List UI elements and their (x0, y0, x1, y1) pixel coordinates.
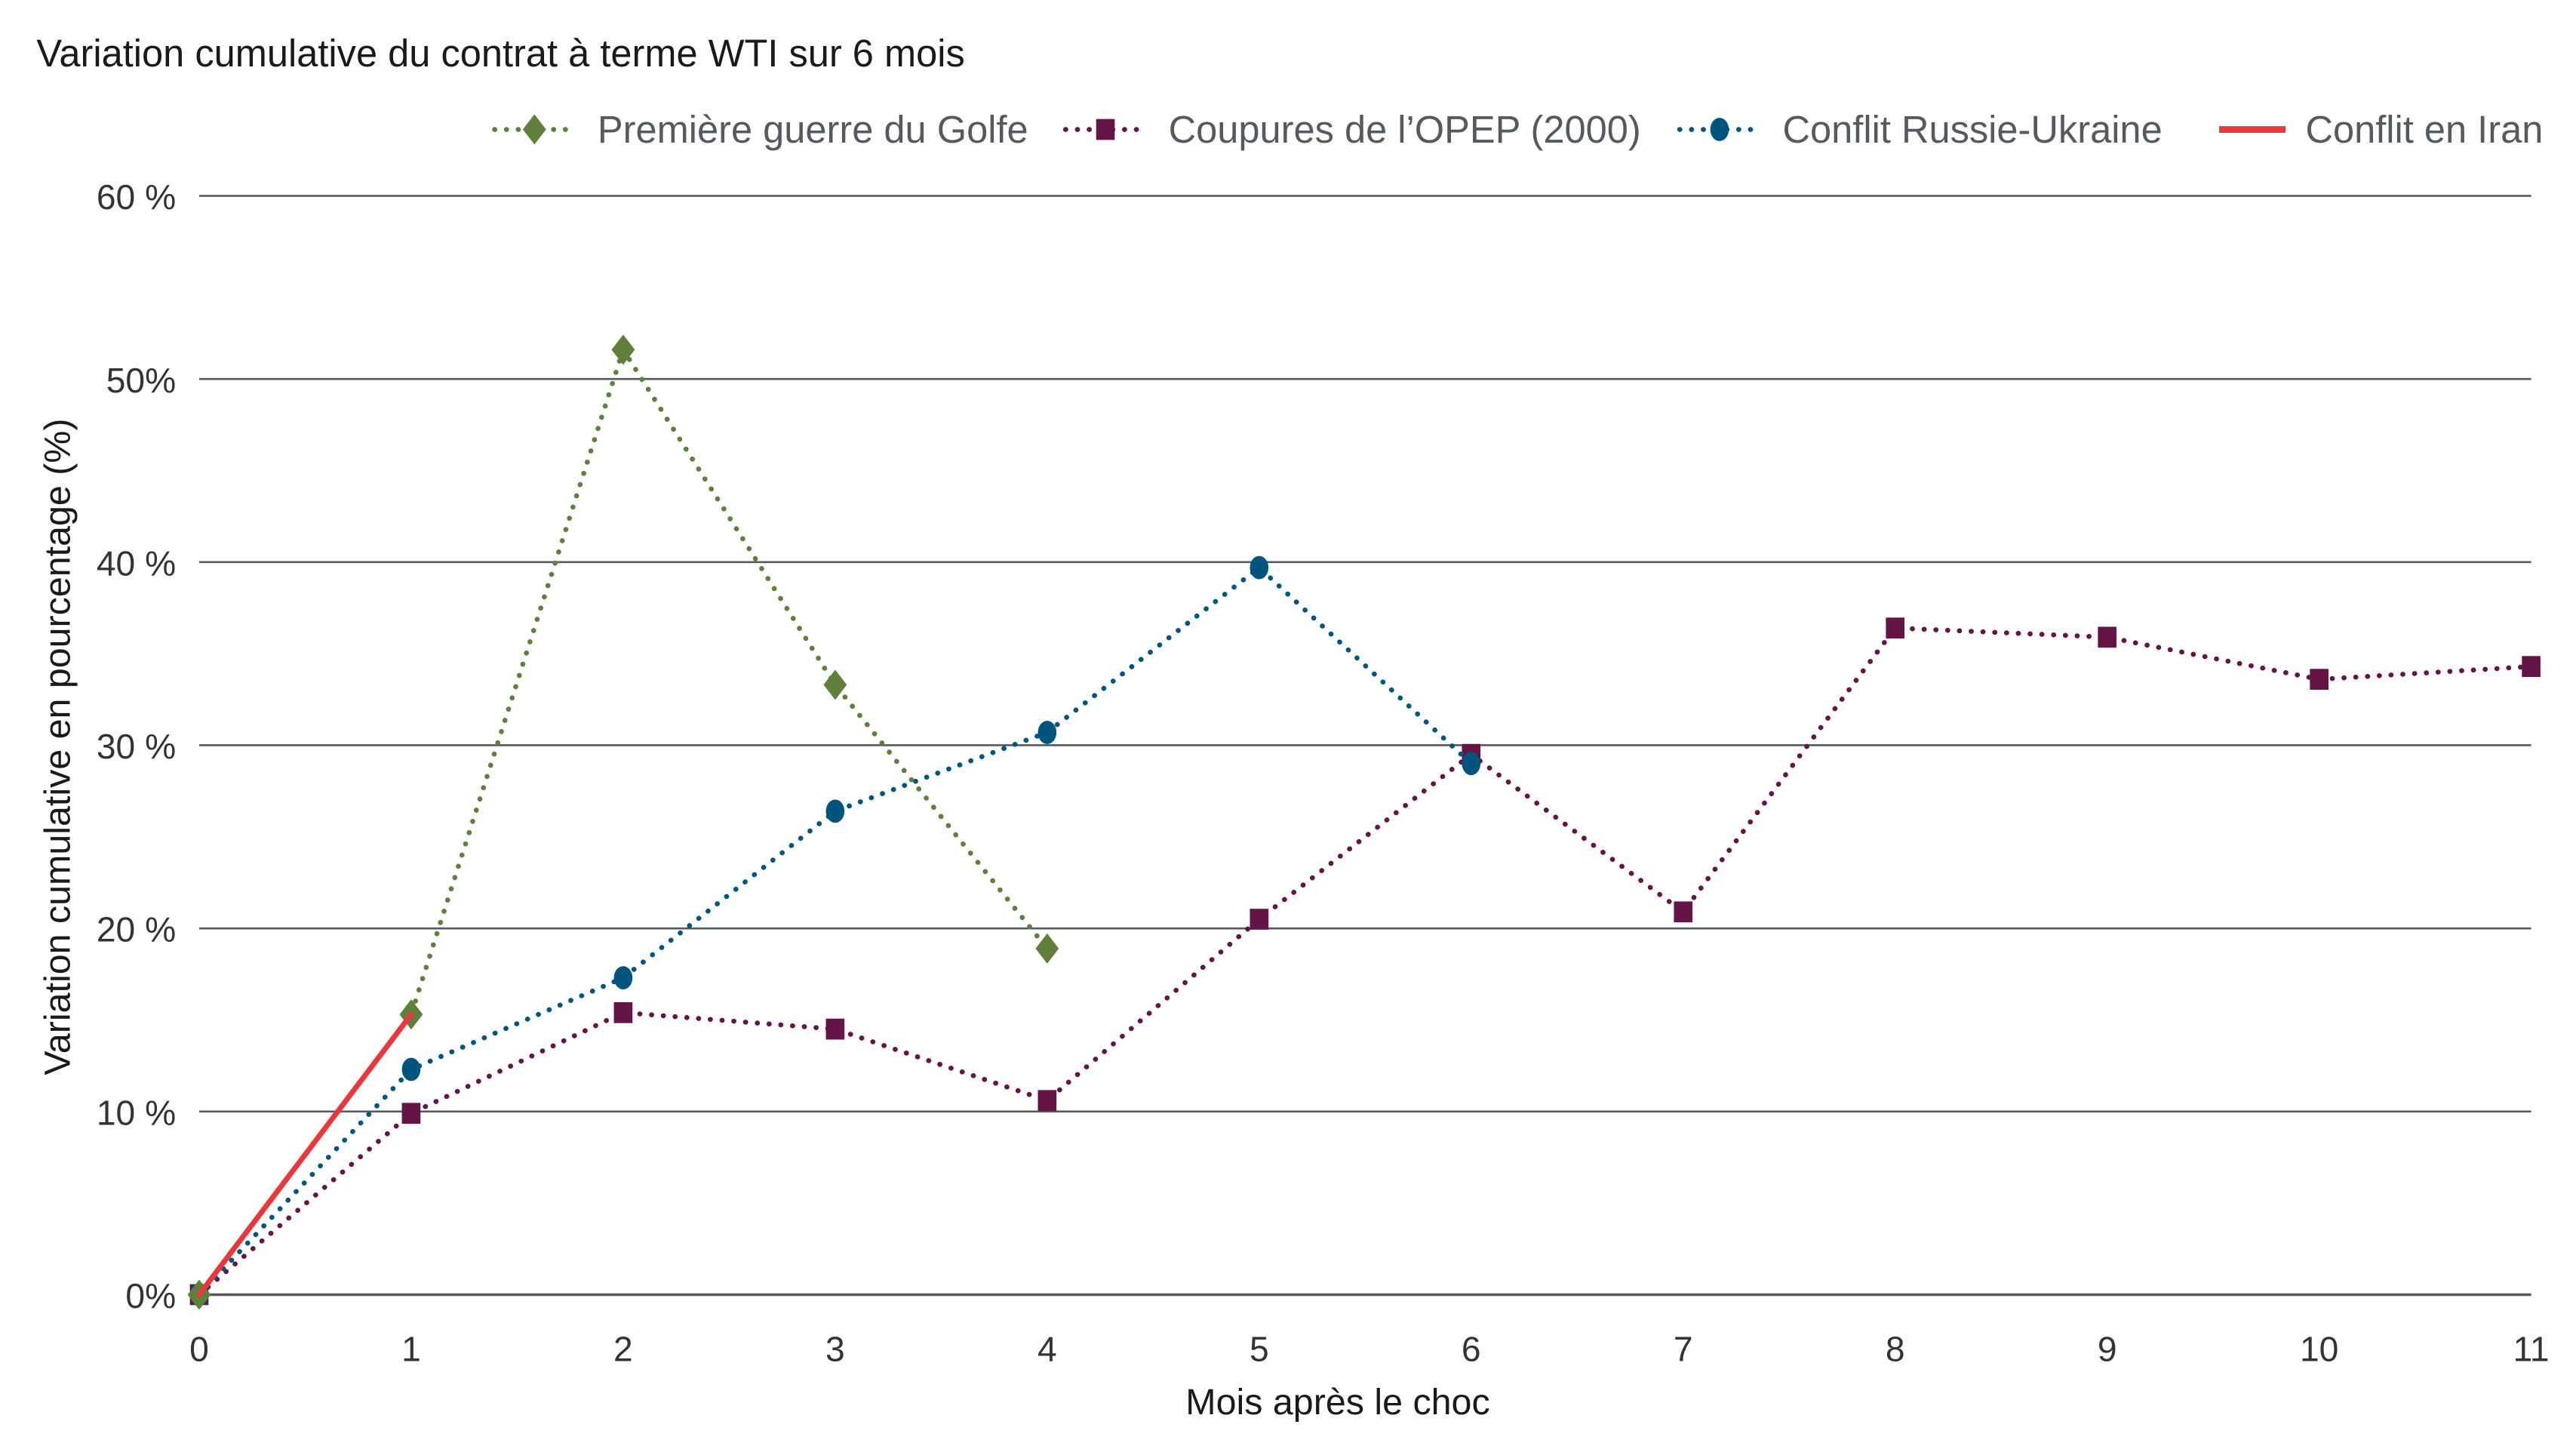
data-point (1250, 909, 1269, 930)
data-point (2310, 669, 2329, 690)
y-tick-label: 50% (106, 361, 176, 400)
y-tick-label: 0% (125, 1276, 176, 1315)
series-line (196, 1011, 414, 1297)
x-tick-label: 3 (825, 1329, 845, 1368)
legend-label: Conflit Russie-Ukraine (1783, 108, 2163, 151)
y-tick-label: 60 % (97, 177, 176, 217)
series-line (196, 343, 1050, 1297)
legend-label: Conflit en Iran (2305, 108, 2543, 151)
data-point (1035, 933, 1059, 964)
data-point (613, 966, 633, 990)
data-point (1462, 752, 1481, 776)
legend-marker (1710, 118, 1729, 141)
data-point (2098, 626, 2116, 648)
legend-item: Première guerre du Golfe (492, 108, 1028, 151)
y-tick-label: 20 % (97, 910, 176, 949)
data-point (613, 1001, 633, 1023)
legend-label: Coupures de l’OPEP (2000) (1169, 108, 1641, 151)
legend-label: Première guerre du Golfe (598, 108, 1028, 151)
series-group (187, 334, 2541, 1310)
x-tick-label: 5 (1250, 1329, 1269, 1368)
y-axis-ticks: 0% 10 % 20 % 30 % 40 % 50% 60 % (97, 177, 176, 1315)
series-0 (187, 334, 1059, 1310)
data-point (401, 1103, 421, 1124)
x-tick-label: 8 (1886, 1329, 1905, 1368)
data-point (1886, 617, 1905, 639)
series-3 (196, 1011, 414, 1297)
x-tick-label: 10 (2300, 1329, 2338, 1368)
gridlines (198, 195, 2531, 1297)
x-tick-label: 0 (189, 1329, 209, 1368)
legend-item: Coupures de l’OPEP (2000) (1062, 108, 1641, 151)
data-point (1674, 901, 1693, 923)
x-tick-label: 2 (613, 1329, 633, 1368)
legend-marker (522, 114, 546, 145)
legend-marker (1096, 118, 1115, 140)
x-tick-label: 4 (1037, 1329, 1057, 1368)
y-tick-label: 10 % (97, 1093, 176, 1132)
data-point (823, 669, 847, 700)
y-tick-label: 40 % (97, 543, 176, 583)
chart-title: Variation cumulative du contrat à terme … (36, 32, 964, 75)
x-axis-ticks: 0 1 2 3 4 5 6 7 8 9 10 11 (189, 1329, 2549, 1368)
x-tick-label: 9 (2098, 1329, 2117, 1368)
legend: Première guerre du Golfe Coupures de l’OP… (492, 108, 2543, 151)
data-point (1037, 721, 1057, 744)
legend-item: Conflit Russie-Ukraine (1677, 108, 2163, 151)
y-axis-label: Variation cumulative en pourcentage (%) (37, 419, 78, 1075)
x-tick-label: 11 (2513, 1329, 2550, 1368)
data-point (2522, 656, 2541, 678)
data-point (611, 334, 635, 365)
series-1 (189, 617, 2541, 1306)
data-point (825, 1018, 845, 1040)
data-point (825, 799, 845, 823)
legend-item: Conflit en Iran (2219, 108, 2543, 151)
x-tick-label: 6 (1462, 1329, 1481, 1368)
x-tick-label: 1 (401, 1329, 421, 1368)
data-point (1250, 555, 1269, 580)
data-point (401, 1057, 421, 1081)
y-tick-label: 30 % (97, 727, 176, 766)
series-2 (189, 555, 1481, 1306)
series-line (196, 625, 2534, 1297)
data-point (1037, 1090, 1057, 1112)
x-axis-label: Mois après le choc (1185, 1382, 1489, 1423)
x-tick-label: 7 (1674, 1329, 1693, 1368)
